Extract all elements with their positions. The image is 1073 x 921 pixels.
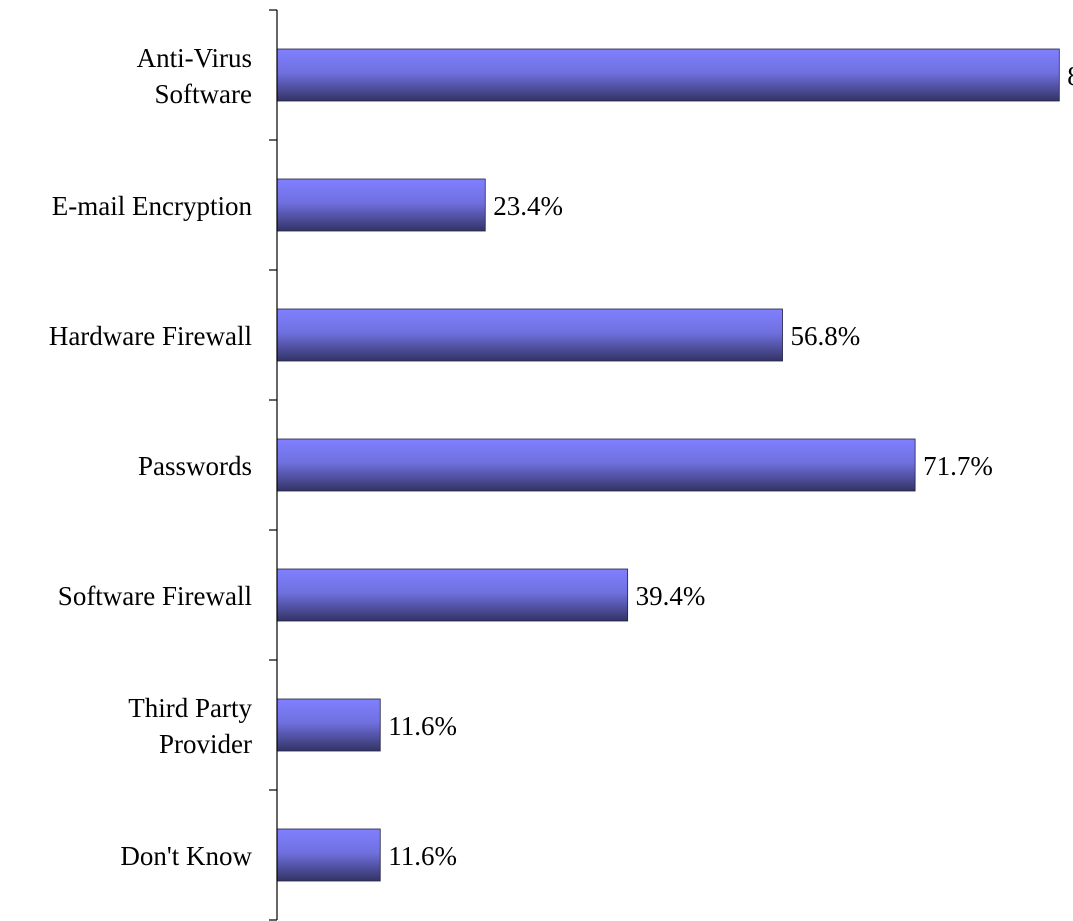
- bar: [276, 308, 783, 362]
- value-label: 71.7%: [923, 451, 993, 481]
- category-label: Provider: [159, 729, 252, 759]
- value-labels: 87.9% 23.4% 56.8% 71.7% 39.4% 11.6% 11.6%: [388, 61, 1073, 871]
- category-label: Hardware Firewall: [49, 321, 252, 351]
- category-label: Third Party: [128, 693, 252, 723]
- value-label: 11.6%: [388, 841, 457, 871]
- category-label: Passwords: [138, 451, 252, 481]
- category-label: Don't Know: [120, 841, 252, 871]
- bars: [276, 48, 1060, 882]
- bar: [276, 568, 629, 622]
- bar: [276, 828, 381, 882]
- category-labels: Anti-Virus Software E-mail Encryption Hardw…: [49, 43, 253, 871]
- category-label: Software Firewall: [58, 581, 252, 611]
- bar: [276, 438, 916, 492]
- bar: [276, 698, 381, 752]
- value-label: 56.8%: [791, 321, 861, 351]
- bar: [276, 178, 486, 232]
- value-label: 11.6%: [388, 711, 457, 741]
- axis-ticks: [269, 9, 277, 921]
- value-label: 87.9%: [1067, 61, 1073, 91]
- bar: [276, 48, 1060, 102]
- value-label: 39.4%: [636, 581, 706, 611]
- category-label: Software: [155, 79, 252, 109]
- value-label: 23.4%: [493, 191, 563, 221]
- category-label: Anti-Virus: [137, 43, 252, 73]
- category-label: E-mail Encryption: [52, 191, 253, 221]
